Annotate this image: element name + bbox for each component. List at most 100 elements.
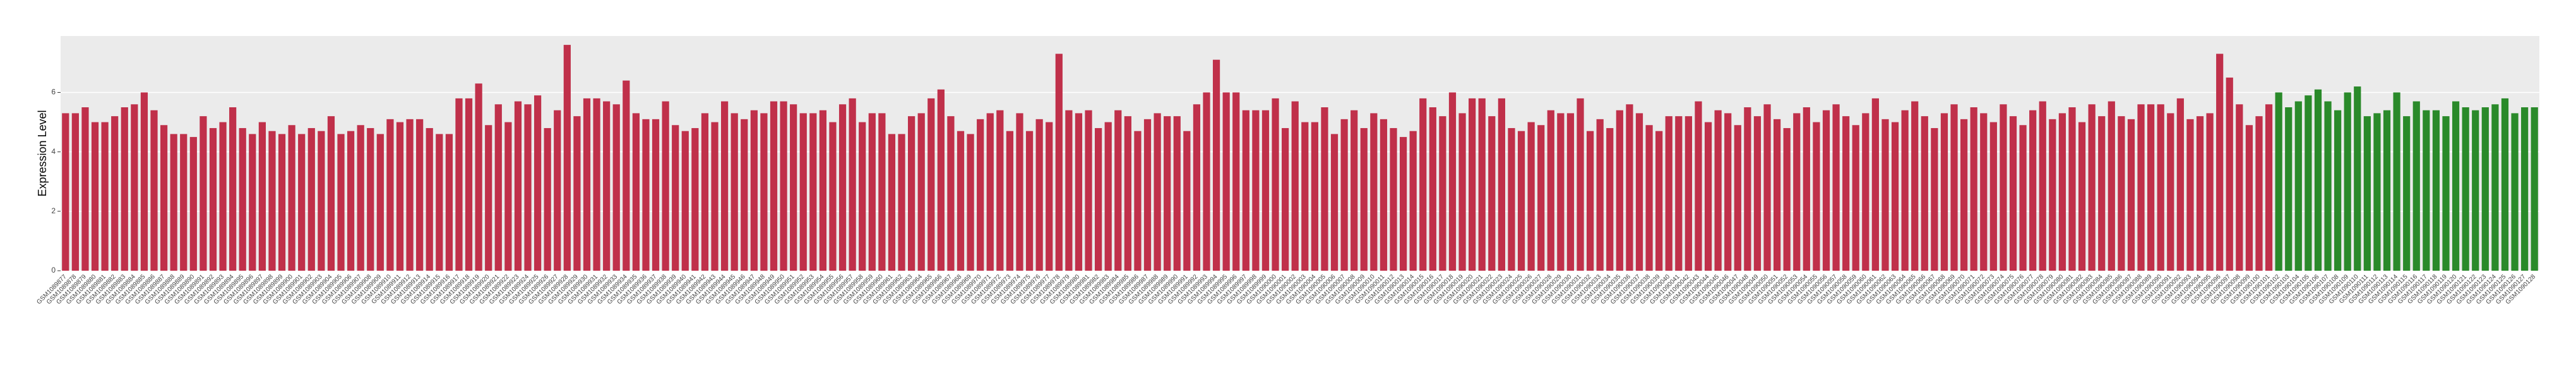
bar [819,110,827,271]
bar [1154,113,1161,271]
bar [1508,127,1515,271]
bar [1881,119,1889,271]
bar [554,110,561,271]
bar [268,131,276,271]
bar [720,101,729,271]
bar [1370,113,1378,271]
bar [534,95,542,271]
bar [1143,119,1152,271]
bar [121,107,128,271]
bar [2511,113,2519,271]
bar [278,134,286,271]
bar [219,122,227,271]
bar [2305,95,2312,271]
bar [1321,107,1328,271]
bar [1173,116,1181,271]
bar [1635,113,1643,271]
bar [1282,127,1289,271]
bar [180,134,188,271]
bar [2009,116,2017,271]
bar [111,116,119,271]
bar [101,122,109,271]
bar [1272,98,1279,271]
bar [2167,113,2174,271]
bar [1813,122,1820,271]
bar [898,134,905,271]
bar [376,134,384,271]
bar [1035,119,1043,271]
bar [318,131,325,271]
bar [2157,104,2164,271]
bar [2216,54,2224,271]
bar [2118,116,2125,271]
bar [1763,104,1771,271]
bar [1970,107,1977,271]
bar [1862,113,1869,271]
bar [1164,116,1171,271]
bar [1075,113,1083,271]
bar [91,122,99,271]
bar [131,104,138,271]
bar [603,101,611,271]
bar [2531,107,2538,271]
bar [2196,116,2204,271]
bar [1124,116,1131,271]
bar [799,113,807,271]
bar [485,125,492,271]
bar [1537,125,1545,271]
bar [1980,113,1988,271]
bar [1911,101,1919,271]
bar [1960,119,1968,271]
bar [2383,110,2391,271]
bar [1419,98,1427,271]
bar [1724,113,1732,271]
bar [849,98,856,271]
bar [1203,92,1210,271]
bar [2236,104,2243,271]
bar [1399,137,1407,271]
bar [2403,116,2411,271]
bar [2088,104,2096,271]
bar [2423,110,2430,271]
bar [1478,98,1486,271]
bar [652,119,660,271]
bar [494,104,502,271]
bar [809,113,817,271]
bar [1498,98,1505,271]
bar [2393,92,2400,271]
bar [2049,119,2056,271]
bar [71,113,79,271]
bar [426,127,433,271]
bar [1714,110,1722,271]
bar [406,119,414,271]
bar [711,122,719,271]
bar [1055,54,1063,271]
bar [868,113,876,271]
bar [2462,107,2469,271]
bar [1222,92,1230,271]
bar [347,131,355,271]
bar [1458,113,1466,271]
bar [1852,125,1859,271]
bar [189,137,197,271]
bar [1940,113,1948,271]
bar [770,101,778,271]
bar [249,134,256,271]
bar [1409,131,1417,271]
bar [1665,116,1673,271]
bar [298,134,306,271]
bar [1891,122,1899,271]
bar [1291,101,1299,271]
bar [367,127,374,271]
bar [1950,104,1958,271]
bar [1085,110,1092,271]
bar [445,134,453,271]
bar [2314,89,2322,271]
bar [229,107,237,271]
bar [1252,110,1260,271]
bar [1025,131,1034,271]
bar [2442,116,2450,271]
bar [612,104,620,271]
bar [2226,77,2233,271]
bar [1330,134,1339,271]
